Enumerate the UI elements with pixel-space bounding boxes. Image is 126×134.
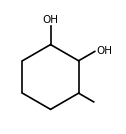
Text: OH: OH bbox=[96, 46, 112, 56]
Text: OH: OH bbox=[43, 15, 59, 25]
